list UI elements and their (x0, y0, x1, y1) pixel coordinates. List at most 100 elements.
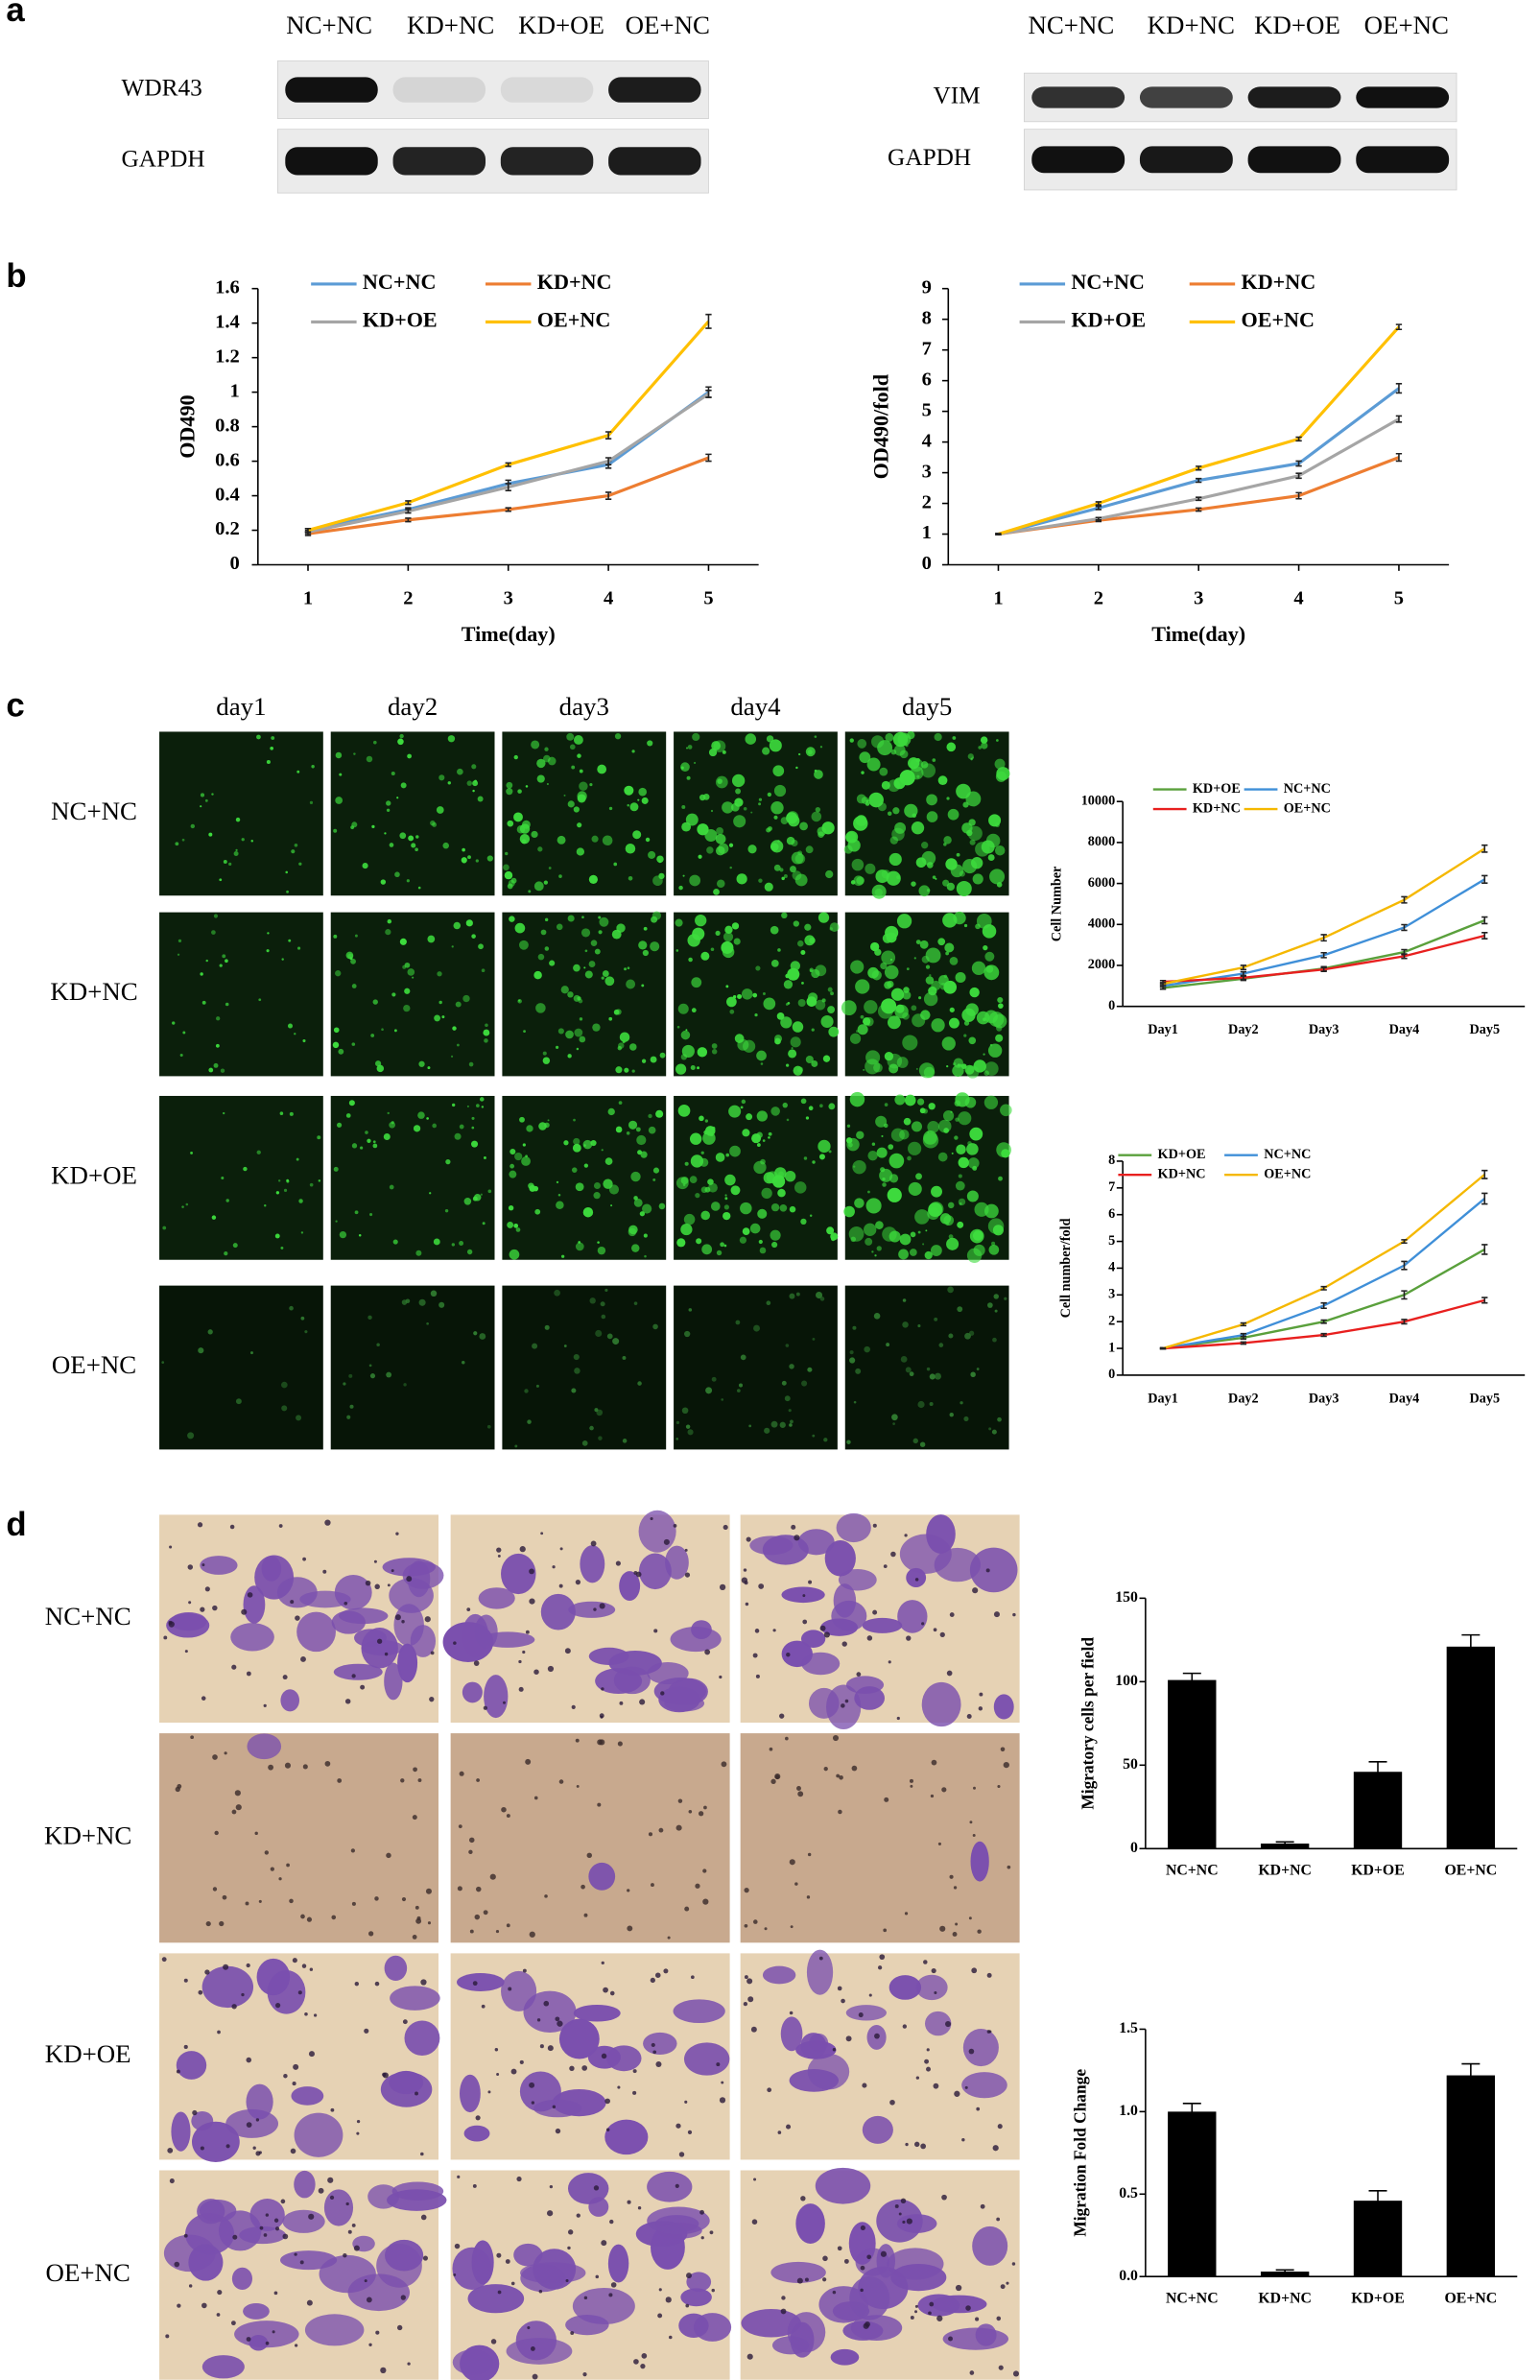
cell (608, 1016, 613, 1021)
cell (479, 1333, 486, 1340)
stained-cell (188, 2244, 224, 2281)
microscopy-image (330, 1095, 495, 1260)
cell (856, 1030, 859, 1033)
image-background (674, 731, 838, 896)
stained-cell (261, 1556, 282, 1582)
cell (786, 812, 798, 824)
cell (289, 1111, 294, 1116)
pore (302, 1764, 308, 1770)
pore (690, 1975, 695, 1980)
cell (754, 1013, 758, 1017)
image-background (674, 1095, 838, 1260)
cell (641, 1059, 647, 1063)
cell (693, 761, 697, 765)
cell (381, 1028, 384, 1032)
pore (183, 2044, 188, 2050)
cell (853, 816, 868, 831)
pore (375, 2330, 380, 2335)
lane-label: KD+OE (518, 11, 604, 39)
cell (606, 1333, 613, 1340)
cell (720, 1242, 724, 1248)
stained-cell (573, 2004, 621, 2022)
cell (895, 1004, 905, 1013)
cell (205, 959, 208, 963)
cell (885, 732, 894, 742)
pore (454, 2243, 461, 2249)
cell (921, 955, 930, 964)
image-background (502, 1095, 667, 1260)
pore (719, 1675, 723, 1679)
pore (688, 1810, 693, 1814)
cell (243, 1166, 248, 1172)
cell (866, 757, 881, 772)
cell (884, 1103, 888, 1107)
cell (401, 1299, 408, 1305)
cell (519, 1116, 525, 1123)
cell (981, 840, 995, 854)
y-tick-label: 1.0 (1119, 2103, 1138, 2119)
error-bar (1401, 1260, 1408, 1271)
cell (971, 961, 986, 976)
cell (514, 1444, 518, 1448)
stained-cell (643, 2032, 677, 2055)
cell (480, 1193, 483, 1196)
bar (1168, 2111, 1217, 2277)
pore (364, 2028, 369, 2034)
cell (447, 735, 456, 743)
pore (402, 2019, 408, 2025)
cell (471, 764, 477, 770)
y-tick-label: 2000 (1088, 957, 1115, 972)
cell (845, 830, 859, 844)
pore (413, 1767, 417, 1773)
pore (604, 2098, 610, 2105)
error-bar (604, 491, 612, 500)
pore (791, 1524, 796, 1530)
pore (476, 1886, 482, 1892)
pore (217, 2030, 221, 2035)
stained-cell (780, 2016, 803, 2052)
cell (509, 1163, 515, 1169)
pore (547, 2210, 554, 2217)
pore (711, 2288, 715, 2293)
cell (758, 1239, 763, 1245)
cell (367, 1315, 372, 1321)
cell (893, 777, 906, 790)
error-bar (705, 313, 712, 329)
cell (880, 962, 888, 970)
pore (501, 1806, 507, 1813)
pore (946, 1670, 953, 1677)
pore (198, 1989, 203, 1995)
cell (351, 1143, 358, 1149)
cell (742, 1129, 750, 1137)
cell (983, 1095, 999, 1109)
cell (881, 950, 896, 965)
cell (200, 805, 202, 808)
pore (874, 2033, 880, 2039)
cell (928, 986, 937, 996)
bar (1353, 1772, 1403, 1849)
cell (680, 1223, 693, 1236)
cell (821, 821, 835, 835)
cell (830, 991, 834, 996)
x-tick-label: NC+NC (1166, 2291, 1219, 2307)
cell (794, 1181, 807, 1194)
cell (567, 991, 574, 998)
cell (698, 854, 702, 859)
pore (165, 2334, 170, 2339)
cell (682, 874, 685, 877)
cell (766, 1300, 771, 1306)
cell (815, 806, 821, 813)
pore (245, 1901, 249, 1906)
stained-cell (231, 2267, 253, 2291)
cell (573, 1118, 576, 1122)
cell (289, 1305, 294, 1311)
stained-cell (588, 1862, 616, 1891)
pore (673, 1523, 677, 1528)
pore (538, 2290, 543, 2294)
cell (596, 1409, 604, 1416)
cell (691, 1008, 697, 1013)
cell (179, 1054, 183, 1058)
cell (689, 1176, 698, 1184)
cell (865, 1237, 873, 1246)
stained-cell (588, 1647, 629, 1665)
